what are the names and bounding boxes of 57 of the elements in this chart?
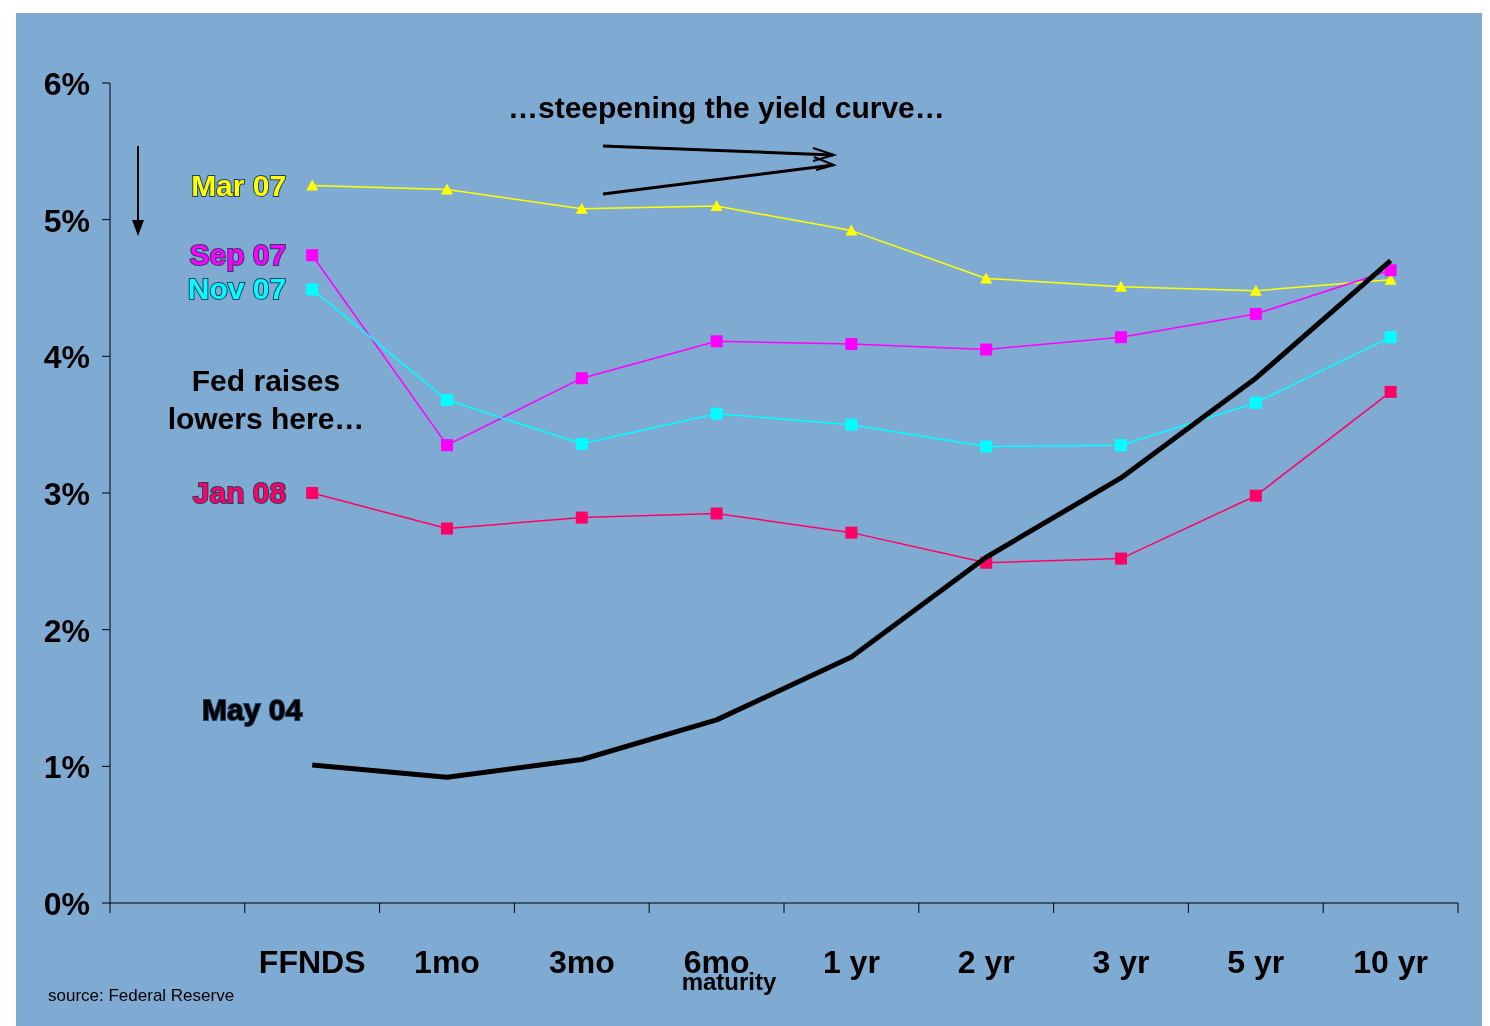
y-tick-label: 6%	[43, 66, 90, 102]
series-label: Nov 07	[187, 272, 287, 306]
y-tick-label: 5%	[43, 202, 90, 239]
y-tick-label: 0%	[43, 886, 90, 922]
point	[1115, 552, 1127, 565]
x-tick-label: 2 yr	[957, 944, 1015, 980]
point	[575, 372, 588, 385]
point	[306, 487, 319, 499]
point	[441, 394, 453, 407]
point	[1115, 280, 1127, 292]
point	[1249, 284, 1262, 296]
x-tick-label: FFNDS	[258, 944, 366, 980]
x-tick-label: 10 yr	[1353, 944, 1428, 980]
point	[306, 249, 319, 262]
point	[710, 407, 723, 420]
x-tick-label: 3mo	[548, 944, 615, 980]
point	[1115, 331, 1127, 344]
point	[1384, 385, 1397, 398]
annotation: …steepening the yield curve…	[508, 91, 945, 124]
point	[710, 507, 723, 520]
y-tick-label: 1%	[43, 749, 90, 786]
point	[441, 183, 453, 195]
point	[1384, 331, 1397, 344]
point	[845, 224, 858, 236]
point	[1249, 489, 1262, 502]
x-tick-label: 3 yr	[1092, 944, 1150, 980]
point	[1115, 439, 1127, 452]
point	[845, 418, 858, 431]
point	[575, 437, 588, 450]
point	[306, 283, 319, 296]
point	[980, 343, 993, 356]
point	[710, 335, 723, 348]
point	[1249, 396, 1262, 409]
x-tick-label: 5 yr	[1227, 944, 1285, 980]
series-label: May 04	[202, 692, 303, 726]
point	[980, 272, 993, 284]
point	[845, 526, 858, 539]
point	[575, 511, 588, 524]
series-label: Mar 07	[191, 168, 287, 202]
point	[306, 179, 319, 191]
point	[575, 202, 588, 214]
point	[1249, 307, 1262, 320]
x-tick-label: 1 yr	[822, 944, 880, 980]
annotation: Fed raises lowers here…	[167, 364, 365, 435]
point	[1384, 264, 1397, 277]
point	[441, 522, 453, 535]
y-tick-label: 2%	[43, 612, 90, 649]
point	[710, 200, 723, 211]
point	[980, 440, 993, 453]
x-tick-label: 1mo	[414, 944, 480, 980]
series-label: Jan 08	[192, 476, 287, 509]
point	[845, 338, 858, 351]
y-tick-label: 3%	[43, 476, 90, 512]
point	[441, 439, 453, 452]
y-tick-label: 4%	[43, 339, 90, 376]
source-note: source: Federal Reserve	[48, 986, 235, 1005]
series-label: Sep 07	[189, 238, 287, 272]
